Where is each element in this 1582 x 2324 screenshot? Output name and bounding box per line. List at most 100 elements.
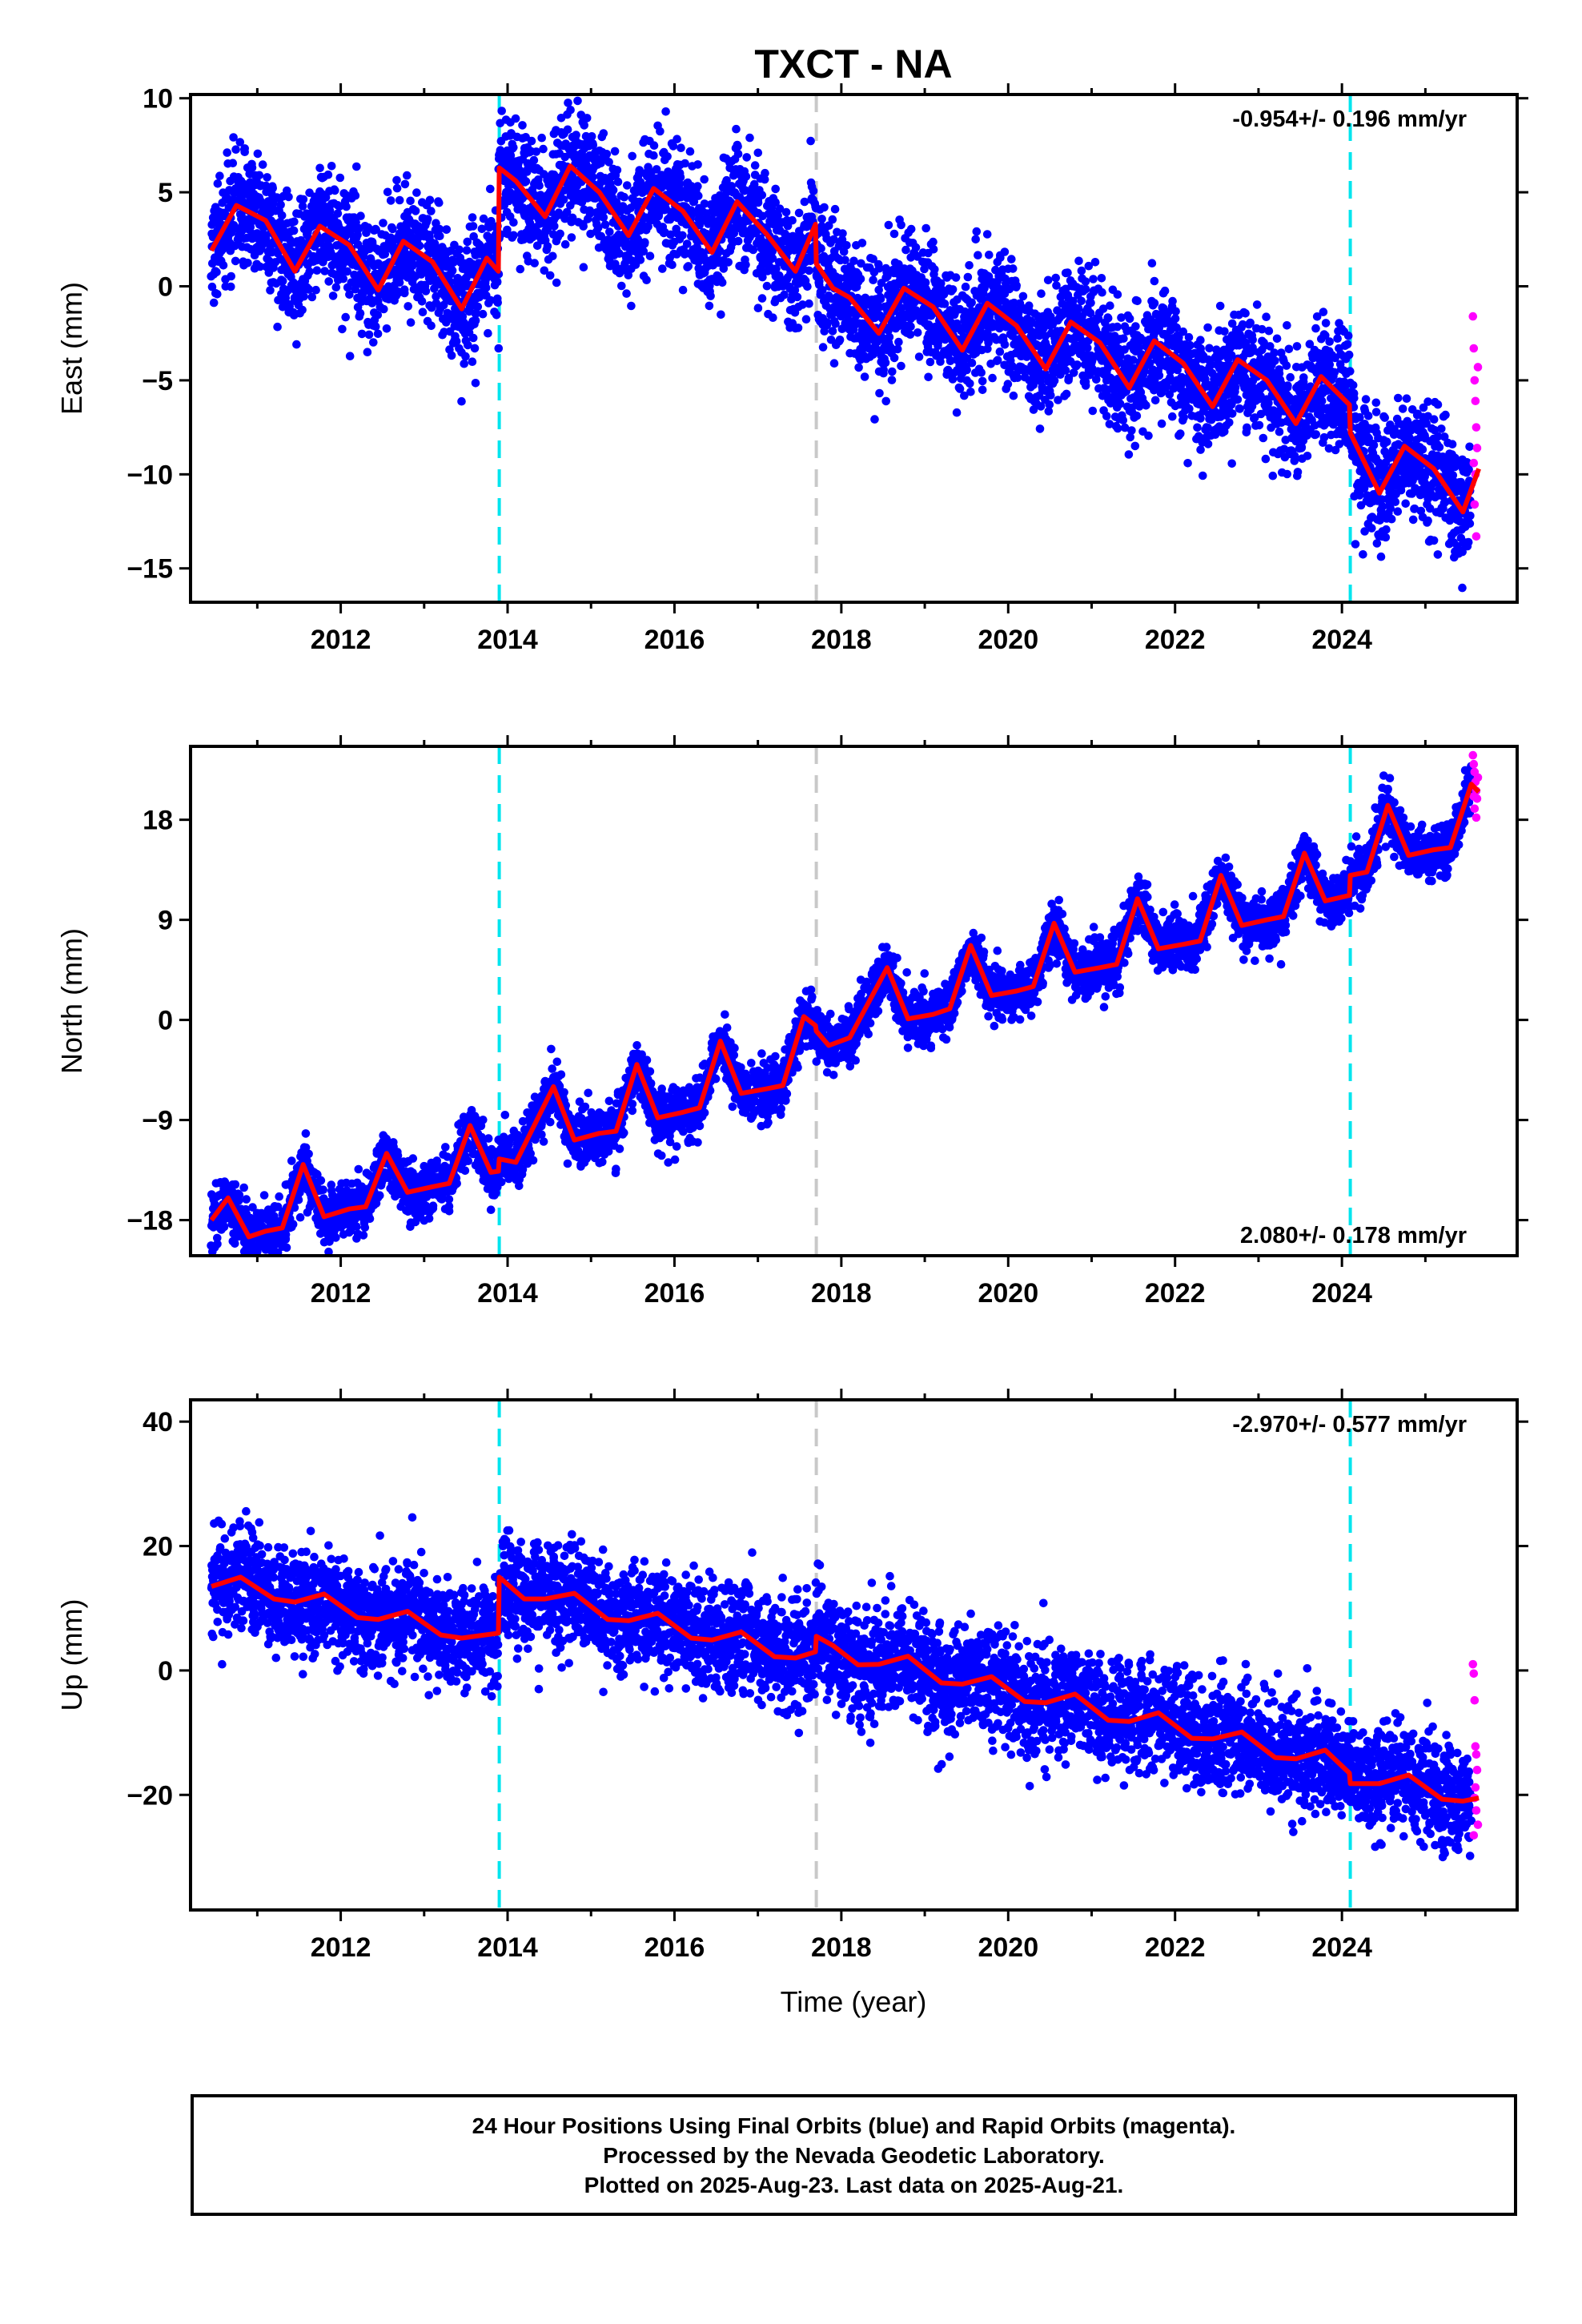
final-orbit-point [818, 343, 828, 352]
final-orbit-point [722, 175, 731, 185]
final-orbit-point [1171, 307, 1180, 316]
final-orbit-point [803, 282, 812, 292]
final-orbit-point [1238, 320, 1247, 329]
final-orbit-point [299, 292, 308, 301]
final-orbit-point [1319, 308, 1328, 316]
final-orbit-point [613, 177, 623, 187]
final-orbit-point [841, 255, 849, 265]
final-orbit-point [1344, 350, 1354, 360]
final-orbit-point [537, 133, 546, 143]
final-orbit-point [673, 135, 681, 143]
final-orbit-point [255, 262, 265, 271]
final-orbit-point [1246, 318, 1255, 328]
final-orbit-point [509, 231, 518, 240]
final-orbit-point [455, 245, 464, 255]
final-orbit-point [1118, 416, 1128, 424]
final-orbit-point [870, 415, 879, 424]
final-orbit-point [1098, 304, 1108, 313]
final-orbit-point [1124, 450, 1134, 459]
final-orbit-point [1117, 313, 1126, 322]
final-orbit-point [1292, 342, 1302, 351]
final-orbit-point [312, 266, 322, 275]
final-orbit-point [988, 373, 997, 383]
final-orbit-point [1133, 296, 1142, 306]
final-orbit-point [1360, 527, 1369, 536]
final-orbit-point [357, 329, 367, 339]
final-orbit-point [661, 107, 670, 116]
final-orbit-point [352, 162, 361, 171]
final-orbit-point [741, 260, 750, 269]
final-orbit-point [463, 237, 472, 247]
final-orbit-point [1258, 324, 1267, 334]
final-orbit-point [335, 173, 345, 183]
final-orbit-point [1196, 414, 1205, 423]
final-orbit-point [1275, 427, 1284, 436]
final-orbit-point [967, 298, 976, 308]
final-orbit-point [481, 283, 491, 292]
final-orbit-point [323, 170, 333, 179]
final-orbit-point [762, 281, 772, 291]
final-orbit-point [411, 207, 420, 215]
final-orbit-point [887, 376, 897, 384]
final-orbit-point [622, 289, 631, 298]
final-orbit-point [1325, 360, 1335, 369]
final-orbit-point [934, 339, 942, 348]
final-orbit-point [486, 184, 495, 194]
final-orbit-point [733, 142, 742, 151]
final-orbit-point [273, 322, 282, 332]
final-orbit-point [315, 163, 324, 173]
final-orbit-point [289, 226, 299, 235]
final-orbit-point [497, 107, 506, 115]
final-orbit-point [645, 251, 655, 261]
final-orbit-point [652, 165, 661, 174]
final-orbit-point [231, 145, 240, 154]
final-orbit-point [1207, 360, 1215, 369]
final-orbit-point [1113, 290, 1122, 300]
final-orbit-point [213, 179, 223, 188]
final-orbit-point [1185, 404, 1194, 413]
final-orbit-point [1264, 326, 1274, 336]
final-orbit-point [435, 224, 444, 234]
final-orbit-point [585, 209, 595, 219]
final-orbit-point [676, 173, 685, 182]
final-orbit-point [327, 162, 336, 171]
final-orbit-point [1008, 361, 1017, 371]
final-orbit-point [707, 215, 717, 223]
final-orbit-point [393, 287, 403, 296]
final-orbit-point [1286, 372, 1295, 382]
final-orbit-point [395, 195, 404, 205]
final-orbit-point [333, 209, 343, 218]
final-orbit-point [452, 337, 461, 346]
final-orbit-point [1074, 304, 1083, 313]
final-orbit-point [324, 277, 334, 286]
final-orbit-point [727, 182, 737, 191]
final-orbit-point [793, 324, 803, 332]
final-orbit-point [921, 223, 930, 233]
final-orbit-point [279, 226, 288, 235]
final-orbit-point [1196, 336, 1205, 345]
final-orbit-point [1170, 314, 1180, 324]
final-orbit-point [757, 294, 767, 303]
final-orbit-point [492, 311, 501, 320]
final-orbit-point [1203, 423, 1213, 432]
final-orbit-point [566, 184, 575, 193]
final-orbit-point [246, 223, 255, 231]
final-orbit-point [371, 225, 381, 235]
final-orbit-point [331, 186, 339, 195]
final-orbit-point [926, 357, 935, 367]
final-orbit-point [338, 324, 347, 334]
final-orbit-point [435, 198, 444, 207]
final-orbit-point [971, 235, 980, 244]
final-orbit-point [207, 282, 217, 292]
final-orbit-point [383, 187, 392, 197]
final-orbit-point [1283, 321, 1291, 330]
final-orbit-point [1183, 459, 1192, 468]
final-orbit-point [566, 106, 575, 115]
final-orbit-point [379, 304, 388, 314]
final-orbit-point [849, 256, 858, 266]
final-orbit-point [805, 299, 813, 308]
final-orbit-point [1367, 524, 1376, 533]
final-orbit-point [1150, 396, 1160, 405]
final-orbit-point [644, 222, 652, 231]
